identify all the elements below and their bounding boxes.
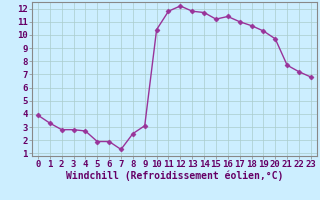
X-axis label: Windchill (Refroidissement éolien,°C): Windchill (Refroidissement éolien,°C) xyxy=(66,171,283,181)
